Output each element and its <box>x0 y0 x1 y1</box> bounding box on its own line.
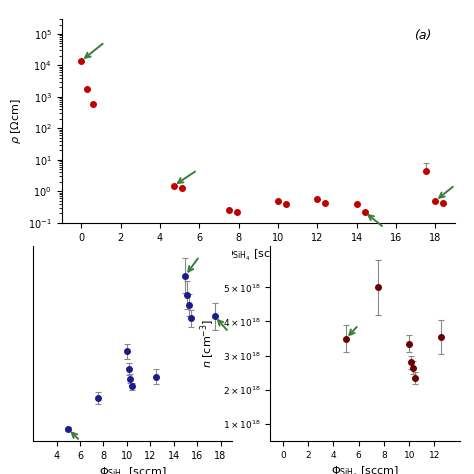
Y-axis label: $n$ [cm$^{-3}$]: $n$ [cm$^{-3}$] <box>199 319 217 368</box>
X-axis label: $\Phi_{\mathrm{SiH_4}}$ [sccm]: $\Phi_{\mathrm{SiH_4}}$ [sccm] <box>99 466 167 474</box>
X-axis label: $\Phi_{\mathrm{SiH_4}}$ [sccm]: $\Phi_{\mathrm{SiH_4}}$ [sccm] <box>331 465 399 474</box>
Y-axis label: $\rho$ [$\Omega$cm]: $\rho$ [$\Omega$cm] <box>9 98 22 144</box>
X-axis label: $\Phi_{\mathrm{SiH_4}}$ [sccm]: $\Phi_{\mathrm{SiH_4}}$ [sccm] <box>224 248 292 263</box>
Text: (a): (a) <box>414 29 431 42</box>
